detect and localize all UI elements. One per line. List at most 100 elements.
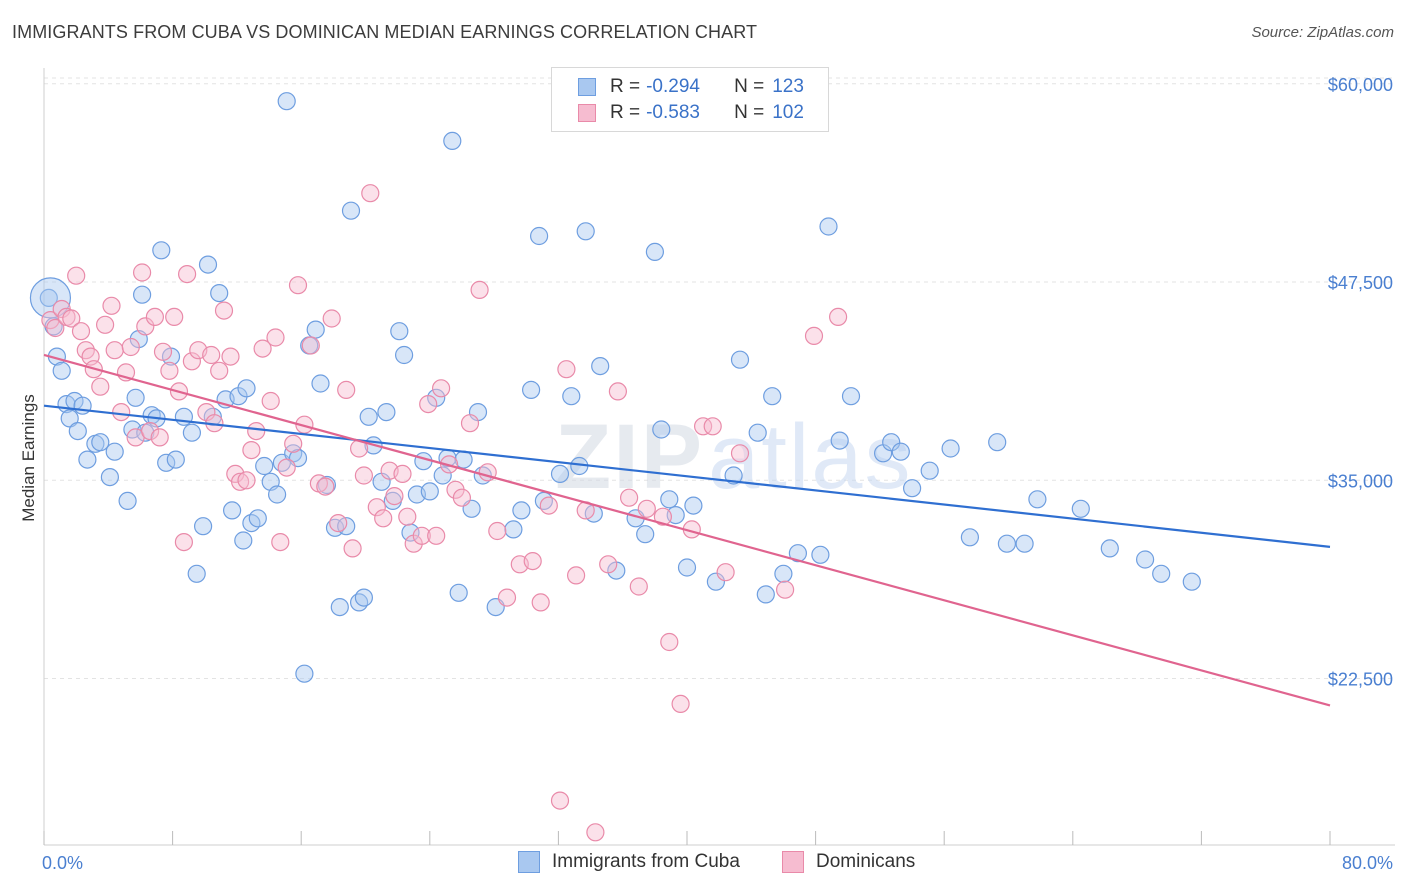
dominicans-point <box>141 422 160 441</box>
cuba-point <box>891 442 910 461</box>
dominicans-point <box>121 337 140 357</box>
trend-lines <box>43 353 1331 707</box>
r-label: R = <box>610 102 641 123</box>
stats-legend: R = -0.294 N = 123 R = -0.583 N = 102 <box>551 67 829 132</box>
cuba-point <box>748 423 767 442</box>
dominicans-point <box>153 342 173 361</box>
x-tick-label: 80.0% <box>1342 853 1393 873</box>
dominicans-point <box>95 315 115 334</box>
cuba-point <box>182 423 201 442</box>
cuba-point <box>395 345 414 365</box>
cuba-legend-swatch <box>518 851 540 873</box>
cuba-point <box>443 131 462 150</box>
dominicans-point <box>231 472 250 491</box>
chart-title: IMMIGRANTS FROM CUBA VS DOMINICAN MEDIAN… <box>12 22 758 42</box>
cuba-point <box>255 456 274 476</box>
dominicans-point <box>105 341 124 360</box>
cuba-point <box>1100 539 1119 558</box>
cuba-point <box>142 406 161 425</box>
dominicans-point <box>62 309 81 328</box>
cuba-point <box>234 531 253 550</box>
legend-item-cuba[interactable]: Immigrants from Cuba <box>518 851 740 873</box>
cuba-point <box>390 322 409 341</box>
cuba-point <box>960 528 980 547</box>
dominicans-point <box>716 563 735 582</box>
cuba-point <box>133 285 152 304</box>
watermark-atlas: atlas <box>708 406 912 508</box>
dominicans-point <box>660 632 679 652</box>
cuba-point <box>311 374 330 393</box>
cuba-point <box>591 357 610 376</box>
dominicans-point <box>550 791 570 810</box>
cuba-point <box>78 450 97 469</box>
y-tick-label: $35,000 <box>1328 471 1393 491</box>
dominicans-legend-swatch <box>782 851 804 873</box>
dominicans-point <box>427 526 446 545</box>
cuba-point <box>52 361 71 380</box>
cuba-point <box>377 403 396 422</box>
dominicans-point <box>288 276 308 295</box>
cuba-swatch <box>578 78 596 96</box>
cuba-point <box>529 226 549 246</box>
dominicans-point <box>730 444 750 463</box>
cuba-point <box>512 501 531 520</box>
cuba-point <box>1015 534 1034 553</box>
y-axis-ticks: $22,500 $35,000 $47,500 $60,000 <box>1328 75 1393 690</box>
cuba-point <box>763 387 782 406</box>
cuba-point <box>295 664 314 683</box>
cuba-point <box>248 509 267 528</box>
cuba-point <box>841 387 861 406</box>
dominicans-point <box>432 379 451 398</box>
legend-item-dominicans[interactable]: Dominicans <box>782 851 915 873</box>
n-value-dominicans: 102 <box>772 102 804 123</box>
dominicans-point <box>393 464 412 483</box>
dominicans-point <box>247 422 266 441</box>
cuba-point <box>902 479 922 498</box>
dominicans-point <box>828 307 848 326</box>
cuba-point <box>576 222 595 241</box>
cuba-point <box>341 201 361 220</box>
cuba-point <box>811 545 830 564</box>
cuba-point <box>39 288 58 307</box>
dominicans-point <box>136 317 155 336</box>
dominicans-point <box>178 265 197 284</box>
dominicans-point <box>277 458 296 477</box>
dominicans-point <box>343 539 362 558</box>
dominicans-point <box>586 823 605 842</box>
cuba-point <box>788 544 808 563</box>
cuba-point <box>988 433 1007 452</box>
cuba-point <box>819 217 838 236</box>
legend-label-cuba: Immigrants from Cuba <box>552 851 740 872</box>
cuba-point <box>521 380 541 399</box>
dominicans-point <box>398 507 417 526</box>
cuba-point <box>920 461 939 480</box>
dominicans-point <box>804 326 824 345</box>
dominicans-point <box>165 307 184 326</box>
series-legend: Immigrants from Cuba Dominicans <box>0 851 1406 877</box>
dominicans-point <box>470 280 489 299</box>
cuba-point <box>194 517 213 536</box>
dominicans-point <box>46 318 65 338</box>
dominicans-point <box>619 488 639 507</box>
watermark: ZIPatlas <box>555 406 912 508</box>
dominicans-point <box>703 417 722 436</box>
dominicans-point <box>412 526 431 545</box>
dominicans-point <box>214 301 234 320</box>
cuba-point <box>684 496 703 515</box>
dominicans-point <box>385 487 404 506</box>
dominicans-point <box>174 532 193 552</box>
cuba-point <box>756 585 775 604</box>
dominicans-point <box>150 428 169 447</box>
dominicans-point <box>531 593 550 612</box>
dominicans-point <box>539 496 558 515</box>
dominicans-point <box>261 391 280 411</box>
cuba-point <box>414 452 433 471</box>
r-label: R = <box>610 76 641 97</box>
cuba-point <box>504 520 523 539</box>
cuba-point <box>550 464 570 483</box>
dominicans-point <box>145 307 164 326</box>
x-tick-label: 0.0% <box>42 853 83 873</box>
dominicans-point <box>221 347 240 366</box>
dominicans-point <box>133 263 152 282</box>
dominicans-point <box>374 509 393 528</box>
